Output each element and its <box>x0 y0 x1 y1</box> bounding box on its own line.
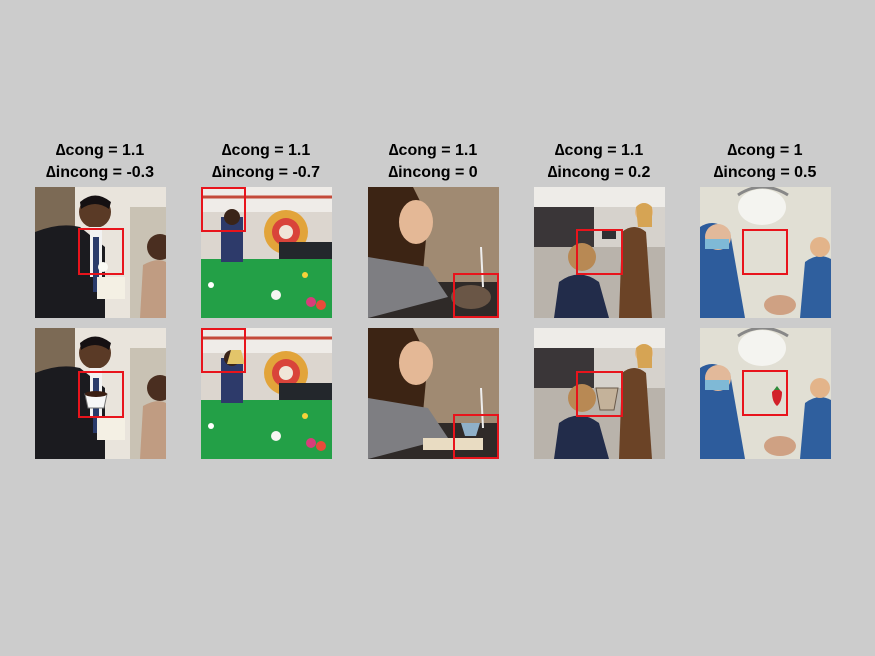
panel-3: ∆cong = 1.1 ∆incong = 0 <box>368 140 499 459</box>
congruent-image <box>201 187 332 318</box>
delta-incong-label: ∆incong = 0 <box>388 164 478 181</box>
object-highlight-box <box>576 371 623 417</box>
incongruent-image <box>201 328 332 459</box>
object-highlight-box <box>78 228 124 275</box>
incongruent-image <box>700 328 831 459</box>
object-highlight-box <box>453 273 499 318</box>
delta-cong-label: ∆cong = 1 <box>727 142 803 159</box>
panel-5: ∆cong = 1 ∆incong = 0.5 <box>700 140 831 459</box>
incongruent-image <box>35 328 166 459</box>
object-highlight-box <box>78 371 124 418</box>
incongruent-image <box>534 328 665 459</box>
object-highlight-box <box>742 370 788 416</box>
congruent-image <box>700 187 831 318</box>
object-highlight-box <box>576 229 623 275</box>
congruent-image <box>368 187 499 318</box>
object-highlight-box <box>201 187 246 232</box>
incongruent-image <box>368 328 499 459</box>
delta-cong-label: ∆cong = 1.1 <box>55 142 145 159</box>
delta-incong-label: ∆incong = 0.2 <box>547 164 651 181</box>
congruent-image <box>35 187 166 318</box>
object-highlight-box <box>453 414 499 459</box>
panel-1: ∆cong = 1.1 ∆incong = -0.3 <box>35 140 166 459</box>
delta-cong-label: ∆cong = 1.1 <box>554 142 644 159</box>
delta-incong-label: ∆incong = -0.3 <box>45 164 155 181</box>
panel-4: ∆cong = 1.1 ∆incong = 0.2 <box>534 140 665 459</box>
delta-incong-label: ∆incong = 0.5 <box>713 164 817 181</box>
delta-cong-label: ∆cong = 1.1 <box>388 142 478 159</box>
delta-cong-label: ∆cong = 1.1 <box>221 142 311 159</box>
panel-2: ∆cong = 1.1 ∆incong = -0.7 <box>201 140 332 459</box>
delta-incong-label: ∆incong = -0.7 <box>211 164 321 181</box>
object-highlight-box <box>201 328 246 373</box>
object-highlight-box <box>742 229 788 275</box>
congruent-image <box>534 187 665 318</box>
